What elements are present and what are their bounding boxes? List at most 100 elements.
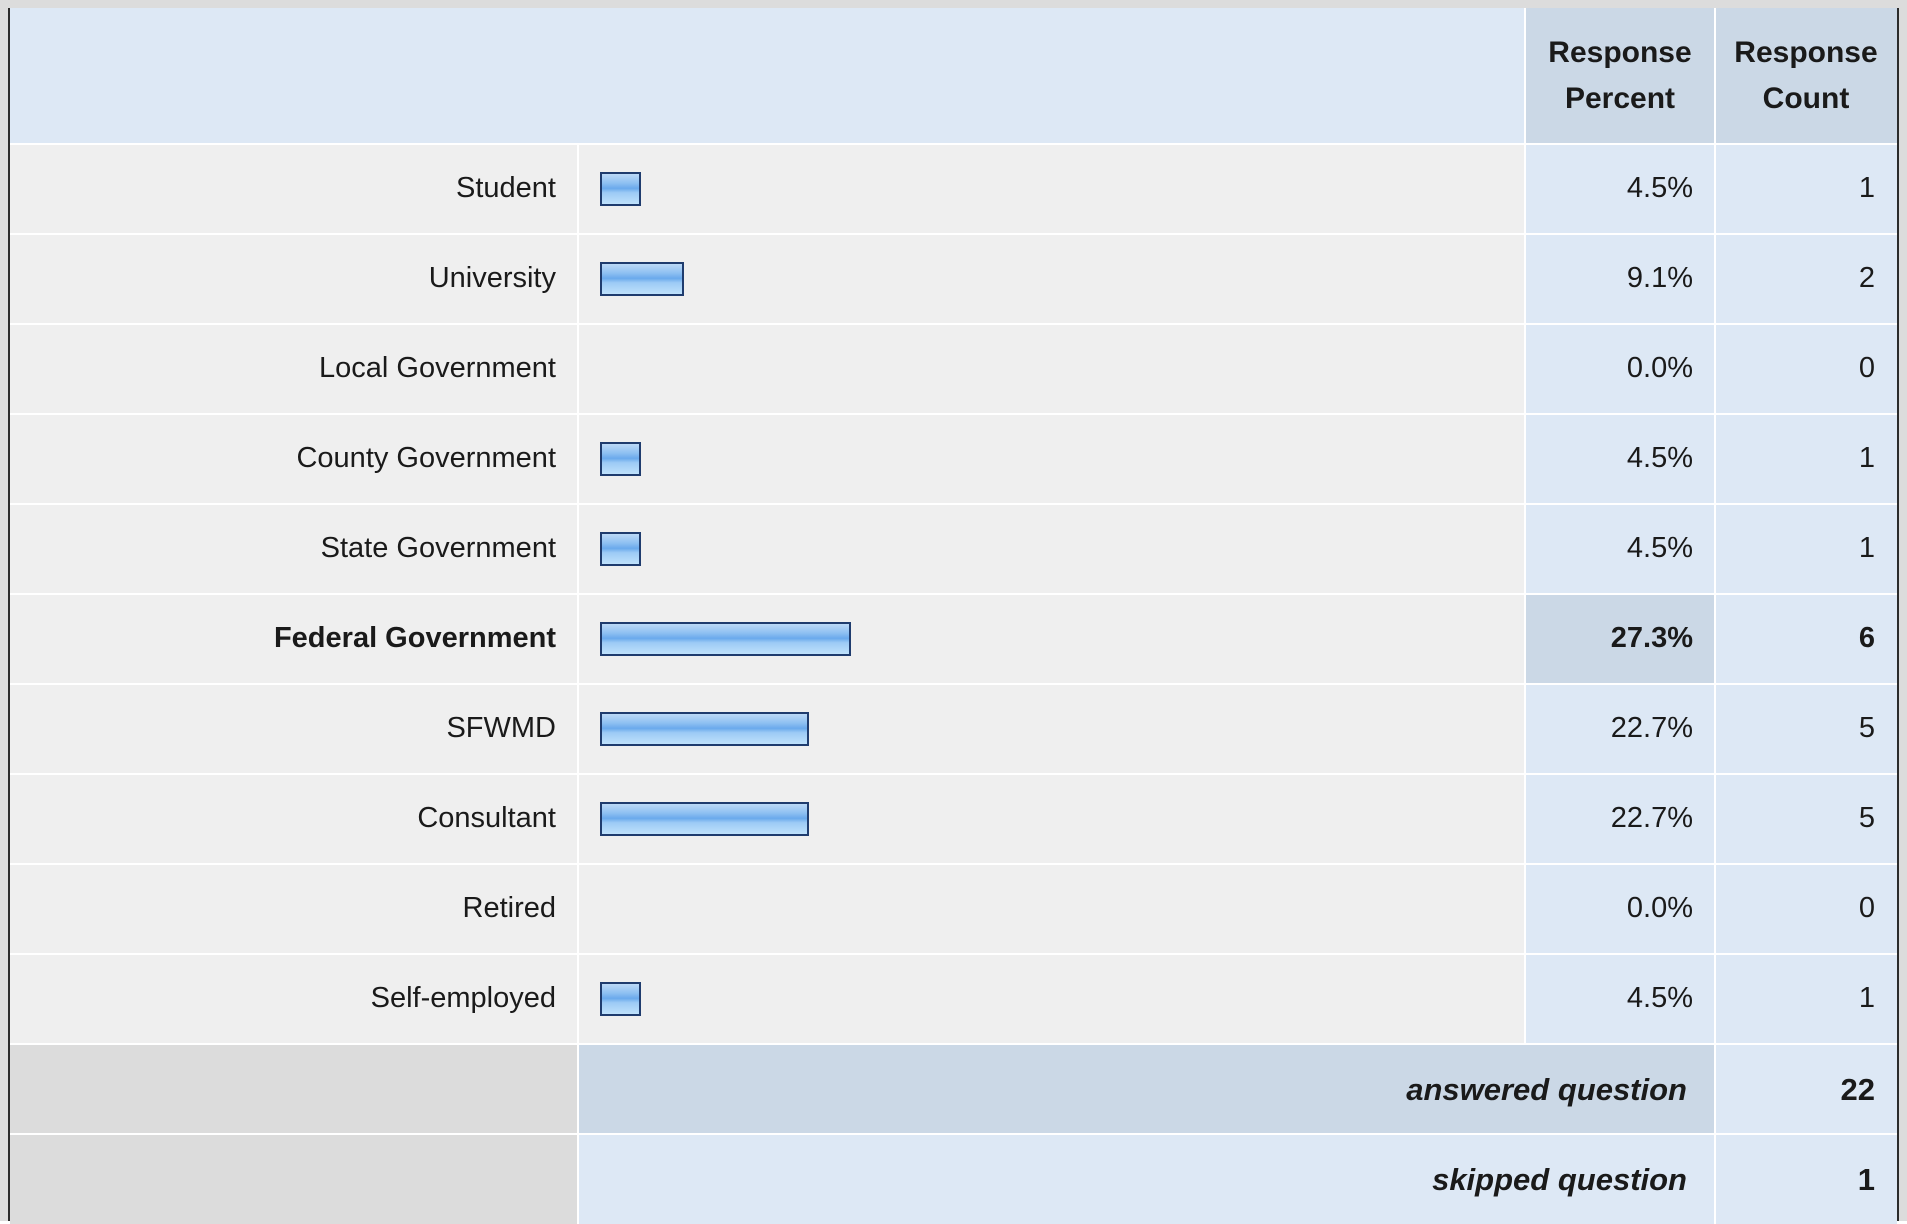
answered-question-label: answered question (1406, 1072, 1687, 1107)
category-label: Student (456, 172, 556, 204)
response-count-value: 1 (1858, 442, 1875, 474)
header-response-count: Response Count (1715, 30, 1897, 122)
response-percent-value: 0.0% (1626, 352, 1693, 384)
response-count-value: 1 (1858, 172, 1875, 204)
row-bar-cell (578, 864, 1525, 954)
row-count-cell (1715, 684, 1897, 774)
category-label: Consultant (417, 802, 556, 834)
row-divider (10, 143, 1897, 145)
row-bar-cell (578, 144, 1525, 234)
skipped-label-cell (578, 1134, 1715, 1224)
skipped-question-count: 1 (1857, 1162, 1875, 1197)
row-percent-cell (1525, 144, 1715, 234)
response-count-value: 0 (1858, 892, 1875, 924)
row-count-cell (1715, 864, 1897, 954)
response-percent-value: 9.1% (1626, 262, 1693, 294)
row-label-cell (10, 864, 578, 954)
footer-divider (10, 1133, 1897, 1135)
bar-county-government (600, 442, 641, 476)
bar-federal-government (600, 622, 851, 656)
row-label-cell (10, 594, 578, 684)
category-label: County Government (296, 442, 556, 474)
header-count-line-2: Count (1762, 82, 1850, 115)
skipped-count-cell (1715, 1134, 1897, 1224)
row-divider (10, 233, 1897, 235)
row-divider (10, 773, 1897, 775)
row-count-cell (1715, 954, 1897, 1044)
response-count-value: 6 (1858, 622, 1875, 654)
category-label: Self-employed (370, 982, 556, 1014)
row-bar-cell (578, 954, 1525, 1044)
header-count-line-1: Response (1734, 36, 1878, 69)
response-count-value: 0 (1858, 352, 1875, 384)
row-percent-cell (1525, 954, 1715, 1044)
bar-university (600, 262, 684, 296)
row-divider (10, 683, 1897, 685)
row-count-cell (1715, 234, 1897, 324)
response-percent-value: 4.5% (1626, 532, 1693, 564)
skipped-left-cell (10, 1134, 578, 1224)
bar-self-employed (600, 982, 641, 1016)
response-count-value: 1 (1858, 982, 1875, 1014)
footer-divider (10, 1043, 1897, 1045)
row-divider (10, 413, 1897, 415)
row-divider (10, 863, 1897, 865)
row-label-cell (10, 414, 578, 504)
response-count-value: 2 (1858, 262, 1875, 294)
table-frame: Response Percent Response Count Student 4.5% 1… (8, 8, 1899, 1224)
row-label-cell (10, 504, 578, 594)
category-label: Federal Government (273, 622, 556, 654)
row-label-cell (10, 144, 578, 234)
bar-student (600, 172, 641, 206)
row-percent-cell (1525, 594, 1715, 684)
category-label: SFWMD (446, 712, 556, 744)
category-label: University (428, 262, 556, 294)
response-percent-value: 4.5% (1626, 172, 1693, 204)
row-percent-cell (1525, 774, 1715, 864)
response-count-value: 5 (1858, 712, 1875, 744)
answered-left-cell (10, 1044, 578, 1134)
bar-consultant (600, 802, 809, 836)
category-label: Local Government (319, 352, 556, 384)
row-count-cell (1715, 774, 1897, 864)
row-percent-cell (1525, 864, 1715, 954)
row-percent-cell (1525, 324, 1715, 414)
row-bar-cell (578, 234, 1525, 324)
response-percent-value: 22.7% (1610, 712, 1693, 744)
header-count-cell (1715, 8, 1897, 144)
header-percent-line-1: Response (1548, 36, 1692, 69)
row-count-cell (1715, 504, 1897, 594)
row-count-cell (1715, 144, 1897, 234)
column-divider (1714, 8, 1716, 1224)
skipped-question-label: skipped question (1432, 1162, 1687, 1197)
response-percent-value: 27.3% (1610, 622, 1693, 654)
response-count-value: 5 (1858, 802, 1875, 834)
answered-label-cell (578, 1044, 1715, 1134)
row-label-cell (10, 684, 578, 774)
row-bar-cell (578, 504, 1525, 594)
bar-state-government (600, 532, 641, 566)
response-percent-value: 0.0% (1626, 892, 1693, 924)
row-divider (10, 503, 1897, 505)
row-divider (10, 953, 1897, 955)
row-percent-cell (1525, 234, 1715, 324)
row-percent-cell (1525, 684, 1715, 774)
category-label: Retired (462, 892, 557, 924)
response-percent-value: 4.5% (1626, 442, 1693, 474)
row-bar-cell (578, 414, 1525, 504)
row-label-cell (10, 774, 578, 864)
row-bar-cell (578, 324, 1525, 414)
response-percent-value: 22.7% (1610, 802, 1693, 834)
row-percent-cell (1525, 414, 1715, 504)
header-percent-cell (1525, 8, 1715, 144)
answered-count-cell (1715, 1044, 1897, 1134)
row-count-cell (1715, 324, 1897, 414)
row-divider (10, 323, 1897, 325)
header-response-percent: Response Percent (1525, 30, 1715, 122)
header-percent-line-2: Percent (1564, 82, 1676, 115)
column-divider (577, 144, 579, 1224)
category-label: State Government (320, 532, 556, 564)
response-count-value: 1 (1858, 532, 1875, 564)
bar-sfwmd (600, 712, 809, 746)
